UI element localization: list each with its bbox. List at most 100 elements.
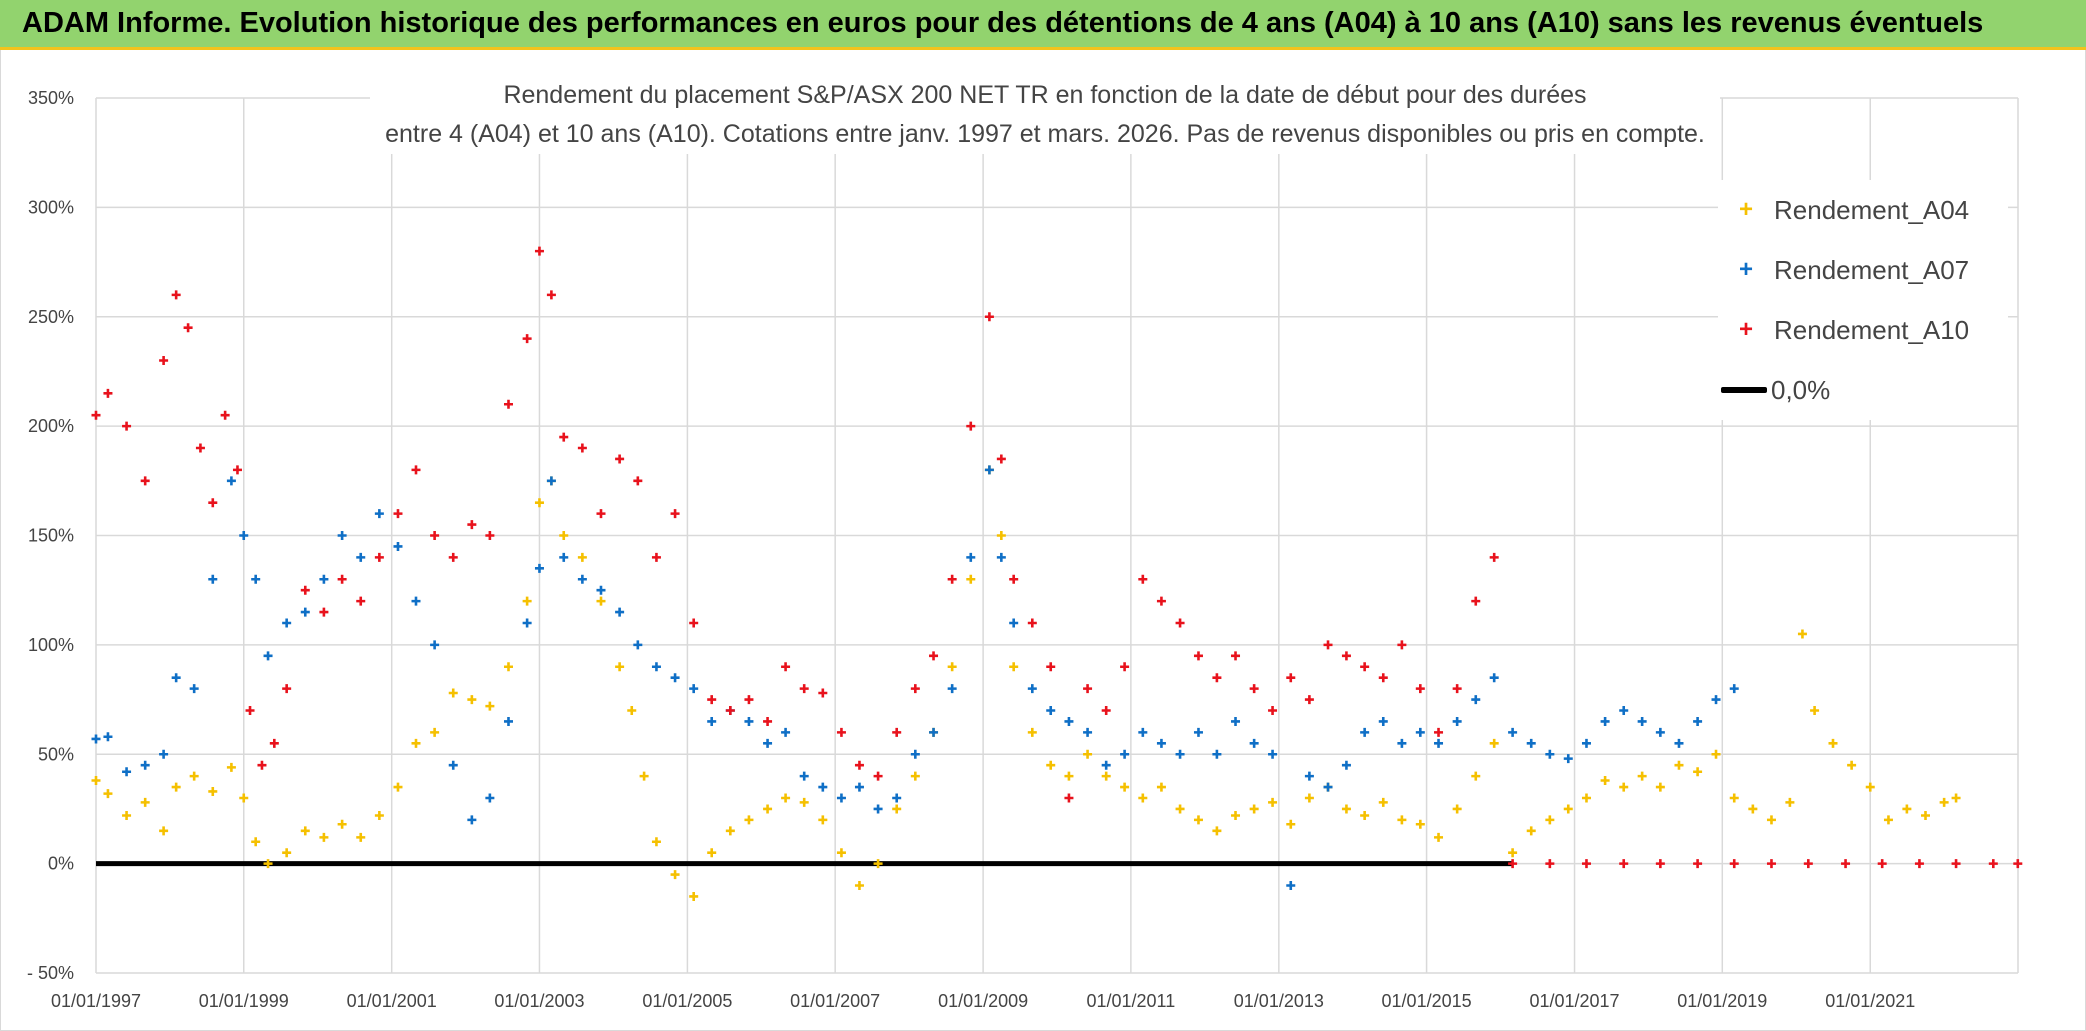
- data-point: [1064, 716, 1074, 726]
- data-point: [1693, 859, 1703, 869]
- data-point: [1655, 727, 1665, 737]
- data-point: [337, 531, 347, 540]
- data-point: [1797, 629, 1807, 639]
- y-tick-label: 50%: [38, 744, 74, 764]
- data-point: [1766, 815, 1776, 825]
- data-point: [356, 832, 366, 842]
- plus-marker-icon: +: [1738, 256, 1753, 283]
- data-point: [1508, 727, 1518, 737]
- data-point: [430, 727, 440, 737]
- data-point: [140, 797, 150, 807]
- data-point: [873, 804, 883, 814]
- data-point: [1526, 826, 1536, 836]
- data-point: [448, 760, 458, 770]
- data-point: [763, 738, 773, 748]
- scatter-chart: 350% 300% 250% 200% 150% 100% 50% 0% - 50% 01/01…: [27, 88, 2023, 1011]
- data-point: [1581, 793, 1591, 803]
- data-point: [1231, 716, 1241, 726]
- data-point: [411, 596, 421, 606]
- data-point: [1489, 738, 1499, 748]
- data-point: [1156, 738, 1166, 748]
- data-point: [1828, 738, 1838, 748]
- data-point: [984, 465, 994, 475]
- data-point: [1883, 815, 1893, 825]
- data-point: [122, 811, 132, 820]
- data-point: [781, 727, 791, 737]
- data-point: [1619, 859, 1629, 869]
- data-point: [1212, 749, 1222, 759]
- data-point: [781, 662, 791, 672]
- legend-item-a10: + Rendement_A10: [1718, 310, 1969, 350]
- y-tick-label: 0%: [48, 854, 74, 874]
- data-point: [534, 563, 544, 573]
- data-point: [651, 837, 661, 847]
- data-point: [1360, 662, 1370, 672]
- data-point: [744, 815, 754, 825]
- data-point: [615, 607, 625, 617]
- report-title: ADAM Informe. Evolution historique des p…: [22, 7, 1984, 39]
- data-point: [251, 837, 261, 847]
- data-point: [411, 738, 421, 748]
- data-point: [1415, 684, 1425, 694]
- data-point: [1175, 618, 1185, 628]
- data-point: [1231, 651, 1241, 661]
- data-point: [577, 574, 587, 584]
- data-point: [892, 727, 902, 737]
- data-point: [1378, 797, 1388, 807]
- data-point: [1341, 760, 1351, 770]
- data-point: [910, 749, 920, 759]
- data-point: [577, 443, 587, 453]
- data-point: [103, 789, 113, 799]
- data-point: [1046, 662, 1056, 672]
- data-point: [947, 684, 957, 694]
- chart-legend: + Rendement_A04 + Rendement_A07 + Rendem…: [1718, 180, 2008, 420]
- data-point: [1748, 804, 1758, 814]
- data-point: [337, 819, 347, 829]
- data-point: [1323, 640, 1333, 650]
- data-point: [818, 782, 828, 792]
- data-point: [1434, 832, 1444, 842]
- data-point: [300, 826, 310, 836]
- data-point: [947, 662, 957, 672]
- x-tick-label: 01/01/2005: [642, 991, 732, 1011]
- data-point: [1508, 859, 1518, 869]
- data-point: [1083, 749, 1093, 759]
- data-point: [374, 509, 384, 519]
- data-point: [1083, 684, 1093, 694]
- data-point: [1397, 815, 1407, 825]
- data-point: [1415, 819, 1425, 829]
- data-point: [1693, 716, 1703, 726]
- data-point: [337, 574, 347, 584]
- data-point: [707, 695, 717, 705]
- data-point: [689, 618, 699, 628]
- data-point: [1655, 859, 1665, 869]
- data-point: [467, 695, 477, 705]
- data-point: [1120, 662, 1130, 672]
- data-point: [1921, 811, 1930, 820]
- data-point: [232, 465, 242, 475]
- data-point: [159, 356, 169, 365]
- data-point: [1434, 738, 1444, 748]
- data-point: [1193, 651, 1203, 661]
- data-point: [966, 552, 976, 562]
- data-point: [430, 531, 440, 540]
- data-point: [1508, 848, 1518, 858]
- data-point: [159, 826, 169, 836]
- data-point: [411, 465, 421, 475]
- data-point: [189, 771, 199, 781]
- data-point: [319, 832, 329, 842]
- data-point: [1175, 804, 1185, 814]
- data-point: [1563, 754, 1573, 764]
- data-point: [725, 706, 735, 715]
- data-point: [1341, 804, 1351, 814]
- data-point: [799, 771, 809, 781]
- data-point: [633, 476, 643, 486]
- data-point: [1951, 793, 1961, 803]
- data-point: [1489, 552, 1499, 562]
- data-point: [1471, 695, 1481, 705]
- data-point: [1138, 574, 1148, 584]
- data-point: [1563, 804, 1573, 814]
- data-point: [929, 727, 939, 737]
- data-point: [319, 607, 329, 617]
- data-point: [1865, 782, 1875, 792]
